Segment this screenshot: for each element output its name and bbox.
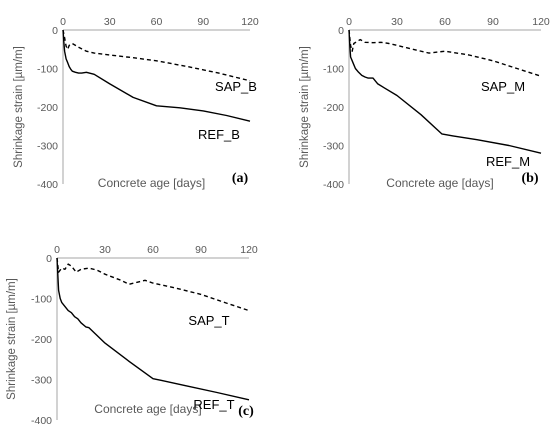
panel-label: (b) (521, 171, 538, 186)
series-line-ref-m (348, 29, 542, 154)
panel-label: (a) (232, 171, 249, 186)
y-tick-label: -200 (37, 102, 58, 114)
chart-panel-1: 0 30 60 90 120 0 -100 -200 -300 -400 Shrinkage str… (13, 16, 259, 191)
x-tick-label: 0 (60, 16, 66, 28)
x-tick-label: 60 (151, 16, 163, 28)
x-tick-label: 90 (487, 16, 499, 28)
x-axis-title: Concrete age [days] (98, 176, 205, 190)
series-label: REF_T (193, 397, 234, 412)
x-tick-label: 0 (346, 16, 352, 28)
chart-panel-2: 0 30 60 90 120 0 -100 -200 -300 -400 Shrinkage str… (299, 16, 550, 191)
x-tick-label: 30 (104, 16, 116, 28)
y-tick-label: -300 (37, 141, 58, 153)
y-axis-title: Shrinkage strain [µm/m] (13, 46, 25, 168)
y-tick-label: -100 (31, 294, 52, 306)
series-label: REF_B (198, 127, 240, 142)
series-label: SAP_M (481, 79, 525, 94)
x-tick-label: 120 (241, 16, 259, 28)
y-tick-label: 0 (52, 25, 58, 37)
panel-label: (c) (238, 404, 254, 419)
series-line-ref-t (56, 257, 250, 401)
series-line-ref-b (62, 29, 251, 122)
x-tick-label: 60 (439, 16, 451, 28)
series-label: SAP_B (215, 79, 257, 94)
x-axis-title: Concrete age [days] (386, 176, 493, 190)
y-tick-label: -100 (323, 64, 344, 76)
x-tick-label: 90 (197, 16, 209, 28)
x-tick-label: 0 (54, 244, 60, 256)
y-tick-label: -200 (323, 102, 344, 114)
y-tick-label: -300 (323, 141, 344, 153)
x-tick-label: 120 (532, 16, 550, 28)
series-label: SAP_T (188, 313, 229, 328)
y-axis-title: Shrinkage strain [µm/m] (6, 278, 18, 400)
x-tick-label: 60 (147, 244, 159, 256)
x-tick-label: 30 (391, 16, 403, 28)
x-tick-label: 30 (99, 244, 111, 256)
series-label: REF_M (486, 154, 530, 169)
y-tick-label: -400 (323, 179, 344, 191)
y-tick-label: -300 (31, 375, 52, 387)
y-tick-label: -200 (31, 334, 52, 346)
series-line-sap-m (348, 29, 542, 77)
x-tick-label: 120 (240, 244, 258, 256)
y-tick-label: -400 (31, 415, 52, 427)
chart-panel-3: 0 30 60 90 120 0 -100 -200 -300 -400 Shrinkage str… (6, 244, 258, 427)
y-tick-label: -100 (37, 64, 58, 76)
y-tick-label: 0 (338, 25, 344, 37)
x-tick-label: 90 (195, 244, 207, 256)
y-tick-label: 0 (46, 253, 52, 265)
series-line-sap-t (56, 257, 250, 312)
y-axis-title: Shrinkage strain [µm/m] (299, 46, 311, 168)
y-tick-label: -400 (37, 179, 58, 191)
x-axis-title: Concrete age [days] (94, 402, 201, 416)
